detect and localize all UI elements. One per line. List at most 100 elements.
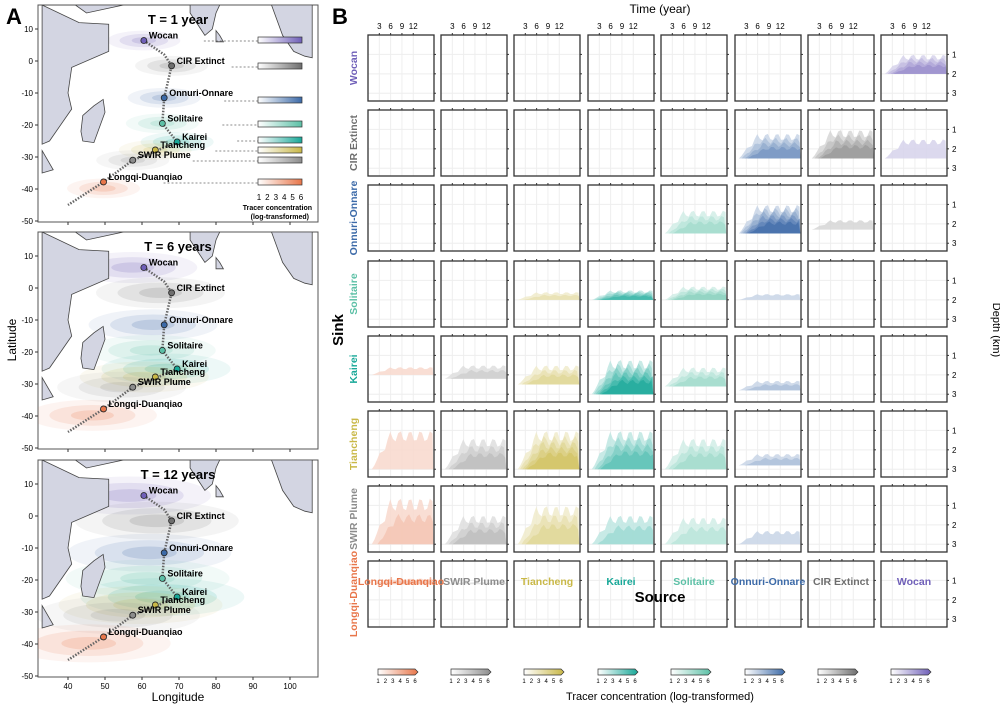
source-column-label: Solitaire [673,576,715,588]
site-colorbar [257,36,303,44]
land [271,232,313,286]
heatmap-cell [807,409,876,478]
heatmap-cell [660,33,729,102]
cell-frame [734,335,802,403]
time-tick-label: 9 [400,22,405,31]
heatmap-cell [513,183,582,252]
cell-background [808,35,874,101]
heatmap-cell [440,559,509,628]
site-colorbar [257,96,303,104]
cell-frame [880,560,948,628]
colorbar-tick-label: 3 [274,193,279,202]
source-colorbar [597,668,639,676]
colorbar-tick-label: 6 [780,679,784,685]
colorbar-tick-label: 4 [766,679,770,685]
tracer-plume [88,309,218,341]
time-tick-label: 3 [377,22,382,31]
concentration-area [450,369,507,379]
cell-frame [734,485,802,553]
cell-frame [367,335,435,403]
ridge-line [67,494,180,662]
land [42,460,124,469]
tracer-plume [91,185,116,192]
concentration-area [601,379,654,395]
concentration-area [600,451,654,470]
concentration-area [670,526,727,545]
vent-site-label: CIR Extinct [177,511,225,521]
cell-frame [367,34,435,102]
heatmap-cell [734,33,803,102]
colorbar-tick-label: 1 [257,193,262,202]
colorbar-tick-label: 1 [816,679,820,685]
map-content: Wocan CIR Extinct Onnuri-Onnare Solitaire Ka… [41,5,313,207]
cell-frame [660,335,728,403]
concentration-area [452,452,507,470]
concentration-area [738,530,801,545]
concentration-area [371,367,434,375]
heatmap-cell [734,409,803,478]
cell-frame [734,184,802,252]
colorbar-tick-label: 2 [677,679,681,685]
concentration-area [526,452,580,470]
colorbar-tick-label: 5 [290,193,295,202]
depth-tick-label: 1 [952,426,957,435]
cell-frame [807,184,875,252]
heatmap-cell [807,559,876,628]
sink-row-label: Longqi-Duanqiao [348,551,360,637]
colorbar-tick-label: 4 [472,679,476,685]
heatmap-cell [367,409,436,478]
heatmap-cell [807,183,876,252]
heatmap-cell [587,259,656,328]
depth-tick-label: 2 [952,371,957,380]
land [215,256,225,270]
cell-background [368,561,434,627]
colorbar-tick-label: 1 [889,679,893,685]
concentration-area [597,525,654,545]
cell-frame [660,109,728,177]
vent-site-marker [140,37,148,44]
colorbar-tick-label: 3 [758,679,762,685]
cell-frame [440,109,508,177]
colorbar-tick-label: 6 [413,679,417,685]
time-tick-label: 9 [840,22,845,31]
vent-site-marker [173,365,181,373]
cell-frame [513,485,581,553]
concentration-area [525,523,580,545]
cell-frame [880,410,948,478]
cell-frame [513,109,581,177]
y-tick-label: 0 [29,284,34,293]
heatmap-cell [734,559,803,628]
tracer-plume [139,287,182,298]
cell-frame [513,260,581,328]
vent-site-label: Tiancheng [160,140,205,150]
x-tick-label: 60 [138,682,147,691]
vent-site-marker [168,62,176,70]
site-colorbar [257,146,303,154]
cell-frame [880,184,948,252]
cell-frame [513,560,581,628]
heatmap-cell [513,409,582,478]
heatmap-cell [587,484,656,553]
vent-site-label: Longqi-Duanqiao [109,172,183,182]
heatmap-cell [734,108,803,177]
cell-background [881,336,947,402]
heatmap-cell [440,334,509,403]
colorbar-tick-label: 5 [773,679,777,685]
y-tick-label: -10 [21,316,33,325]
heatmap-cell [367,33,436,102]
tracer-plume [101,366,188,388]
depth-tick-label: 2 [952,596,957,605]
depth-tick-label: 3 [952,615,957,624]
cell-background [588,110,654,176]
vent-site-marker [100,633,107,641]
colorbar-tick-label: 1 [743,679,747,685]
cell-frame [367,560,435,628]
map-title: T = 12 years [141,467,216,482]
heatmap-cell [807,33,876,102]
colorbar-tick-label: 2 [384,679,388,685]
source-colorbar [670,668,712,676]
colorbar-tick-label: 1 [449,679,453,685]
heatmap-cell [367,183,436,252]
cell-frame [660,485,728,553]
tracer-plume [38,399,157,431]
